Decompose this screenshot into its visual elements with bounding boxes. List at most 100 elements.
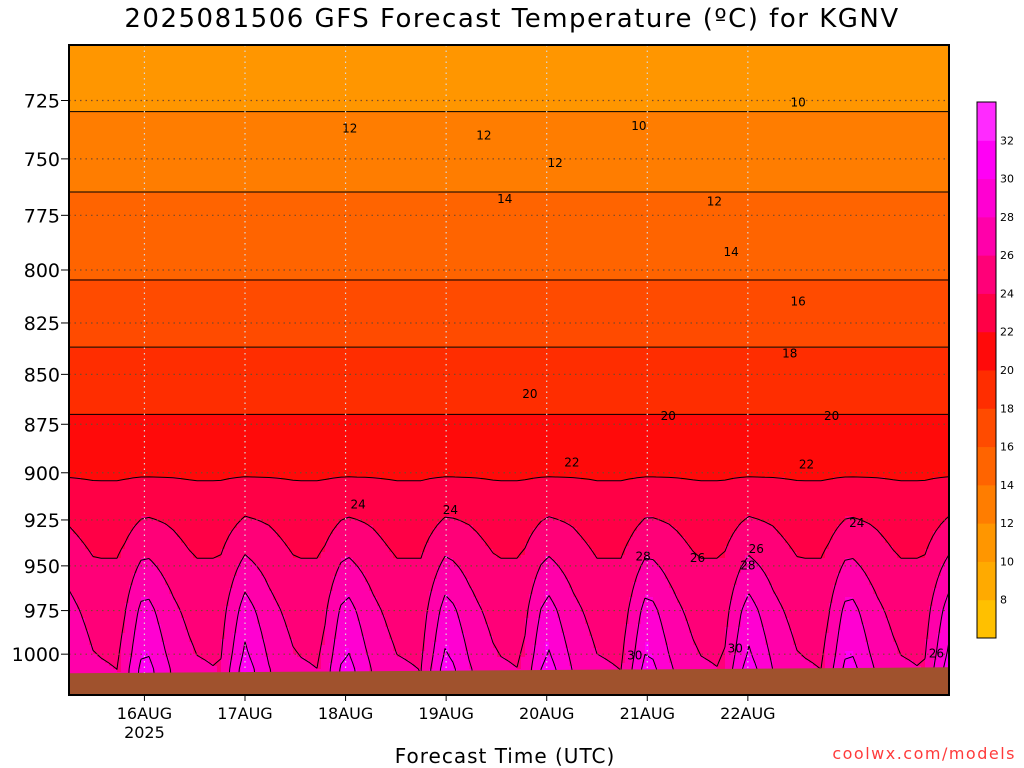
temperature-band-cell: [649, 642, 666, 646]
temperature-band-cell: [249, 654, 266, 658]
temperature-band-cell: [445, 555, 450, 559]
colorbar-frame: [976, 101, 997, 639]
temperature-band-cell: [369, 669, 430, 673]
temperature-band-cell: [881, 534, 934, 538]
temperature-band-cell: [941, 573, 949, 577]
temperature-band-cell: [525, 546, 590, 550]
temperature-band-cell: [349, 516, 446, 520]
temperature-band-cell: [69, 255, 949, 259]
temperature-band-cell: [133, 654, 142, 658]
temperature-band-cell: [345, 651, 350, 655]
temperature-band-cell: [69, 534, 78, 538]
temperature-band-cell: [129, 588, 170, 592]
temperature-band-cell: [257, 567, 338, 571]
temperature-band-cell: [853, 597, 878, 601]
temperature-band-cell: [69, 408, 949, 412]
temperature-band-cell: [829, 606, 846, 610]
temperature-band-cell: [741, 624, 762, 628]
temperature-band-cell: [733, 588, 774, 592]
temperature-band-cell: [869, 582, 938, 586]
temperature-band-cell: [645, 558, 654, 562]
temperature-band-cell: [225, 606, 242, 610]
contour-label: 20: [522, 387, 537, 401]
temperature-band-cell: [653, 597, 678, 601]
temperature-band-cell: [141, 606, 154, 610]
temperature-band-cell: [641, 606, 658, 610]
temperature-band-cell: [557, 561, 642, 565]
temperature-band-cell: [73, 597, 130, 601]
temperature-band-cell: [425, 639, 438, 643]
temperature-band-cell: [561, 630, 590, 634]
temperature-band-cell: [321, 657, 334, 661]
temperature-band-cell: [925, 645, 938, 649]
temperature-band-cell: [785, 615, 830, 619]
temperature-band-cell: [377, 531, 434, 535]
colorbar-tick-label: 32: [1000, 134, 1014, 147]
temperature-band-cell: [729, 606, 742, 610]
temperature-band-cell: [673, 588, 734, 592]
temperature-band-cell: [69, 651, 94, 655]
temperature-band-cell: [693, 633, 726, 637]
temperature-band-cell: [165, 645, 194, 649]
colorbar-tick-label: 10: [1000, 555, 1014, 568]
temperature-band-cell: [353, 558, 446, 562]
temperature-band-cell: [525, 636, 538, 640]
temperature-band-cell: [429, 597, 446, 601]
temperature-band-cell: [917, 663, 926, 667]
temperature-band-cell: [541, 603, 554, 607]
temperature-band-cell: [333, 531, 378, 535]
temperature-band-cell: [157, 567, 238, 571]
temperature-band-cell: [69, 411, 949, 415]
colorbar-swatch: [977, 331, 996, 371]
temperature-band-cell: [237, 627, 262, 631]
temperature-band-cell: [285, 624, 326, 628]
temperature-band-cell: [377, 597, 430, 601]
temperature-band-cell: [437, 576, 466, 580]
temperature-band-cell: [689, 627, 726, 631]
temperature-band-cell: [421, 666, 434, 670]
temperature-band-cell: [485, 621, 526, 625]
temperature-band-cell: [437, 630, 462, 634]
temperature-band-cell: [573, 588, 634, 592]
temperature-band-cell: [341, 609, 358, 613]
temperature-band-cell: [945, 663, 949, 667]
temperature-band-cell: [745, 657, 754, 661]
temperature-band-cell: [269, 588, 334, 592]
temperature-band-cell: [237, 573, 262, 577]
temperature-band-cell: [937, 576, 949, 580]
temperature-band-cell: [649, 648, 670, 652]
temperature-band-cell: [329, 600, 342, 604]
temperature-band-cell: [737, 645, 770, 649]
temperature-band-cell: [69, 627, 86, 631]
temperature-band-cell: [365, 522, 438, 526]
source-credit[interactable]: coolwx.com/models: [832, 744, 1016, 763]
temperature-band-cell: [441, 663, 454, 667]
temperature-band-cell: [597, 651, 626, 655]
temperature-band-cell: [221, 639, 234, 643]
temperature-band-cell: [449, 555, 498, 559]
temperature-band-cell: [733, 654, 746, 658]
temperature-band-cell: [237, 522, 266, 526]
temperature-band-cell: [533, 651, 546, 655]
temperature-band-cell: [333, 585, 370, 589]
temperature-band-cell: [173, 597, 230, 601]
temperature-band-cell: [157, 612, 182, 616]
temperature-band-cell: [325, 615, 338, 619]
temperature-band-cell: [85, 624, 126, 628]
temperature-band-cell: [889, 621, 930, 625]
temperature-band-cell: [893, 636, 930, 640]
temperature-band-cell: [421, 654, 434, 658]
temperature-band-cell: [417, 666, 422, 670]
temperature-band-cell: [369, 585, 434, 589]
temperature-band-cell: [897, 555, 926, 559]
temperature-band-cell: [221, 648, 234, 652]
temperature-band-cell: [853, 516, 949, 520]
temperature-band-cell: [177, 531, 230, 535]
temperature-band-cell: [469, 579, 534, 583]
temperature-band-cell: [865, 627, 890, 631]
temperature-band-cell: [541, 567, 562, 571]
colorbar-tick-label: 20: [1000, 364, 1014, 377]
temperature-band-cell: [257, 564, 342, 568]
temperature-band-cell: [81, 540, 126, 544]
